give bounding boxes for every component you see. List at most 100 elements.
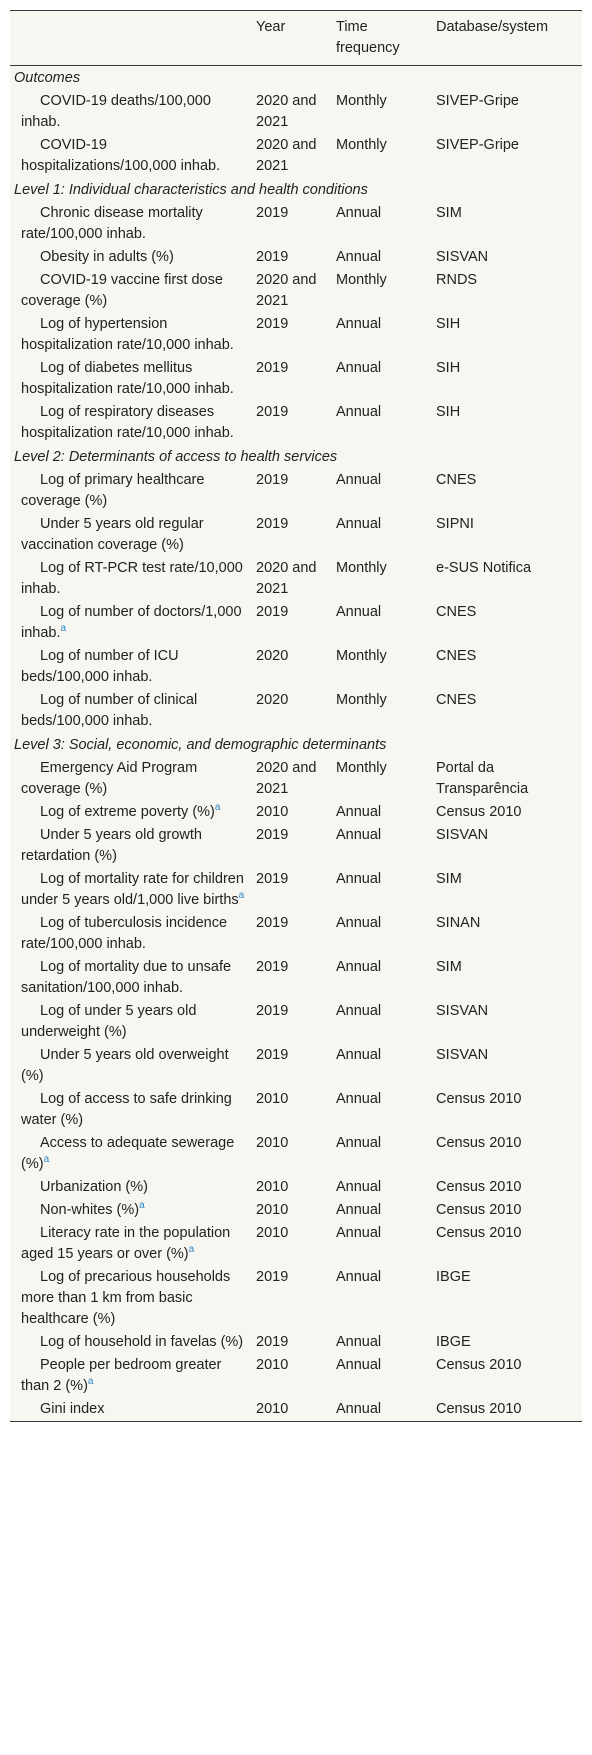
section-header-row: Level 1: Individual characteristics and … (10, 178, 582, 202)
section-title: Level 3: Social, economic, and demograph… (14, 737, 387, 753)
database-cell: e-SUS Notifica (436, 560, 532, 576)
variable-name: COVID-19 vaccine first dose coverage (%) (21, 272, 223, 309)
frequency-cell: Annual (336, 516, 382, 532)
variable-name: Log of number of doctors/1,000 inhab. (21, 604, 242, 641)
variable-name: People per bedroom greater than 2 (%) (21, 1357, 222, 1394)
table-row: Log of mortality due to unsafe sanitatio… (10, 956, 582, 1000)
frequency-cell: Monthly (336, 760, 387, 776)
year-cell: 2019 (256, 1334, 289, 1350)
frequency-cell: Annual (336, 871, 382, 887)
frequency-cell: Annual (336, 316, 382, 332)
table-header: Year Time frequency Database/system (10, 10, 582, 66)
table-row: Log of RT-PCR test rate/10,000 inhab. 202… (10, 557, 582, 601)
variable-cell: Log of precarious households more than 1… (10, 1266, 252, 1331)
variable-cell: Log of extreme poverty (%)a (10, 801, 252, 824)
variable-name: Log of tuberculosis incidence rate/100,0… (21, 915, 228, 952)
year-cell: 2019 (256, 1047, 289, 1063)
table-row: Access to adequate sewerage (%)a 2010 Annu… (10, 1132, 582, 1176)
frequency-cell: Monthly (336, 93, 387, 109)
table-row: Literacy rate in the population aged 15 … (10, 1222, 582, 1266)
variable-cell: Urbanization (%) (10, 1176, 252, 1199)
frequency-cell: Monthly (336, 272, 387, 288)
database-cell: SINAN (436, 915, 481, 931)
section-title: Outcomes (14, 70, 81, 86)
frequency-cell: Annual (336, 604, 382, 620)
variable-name: Log of hypertension hospitalization rate… (21, 316, 234, 353)
variable-cell: Under 5 years old regular vaccination co… (10, 513, 252, 557)
frequency-cell: Annual (336, 360, 382, 376)
variable-cell: COVID-19 deaths/100,000 inhab. (10, 90, 252, 134)
variable-name: Log of number of clinical beds/100,000 i… (21, 692, 198, 729)
variable-name: Log of respiratory diseases hospitalizat… (21, 404, 234, 441)
table-row: Log of number of clinical beds/100,000 i… (10, 689, 582, 733)
footnote-link[interactable]: a (43, 1154, 50, 1166)
variable-name: Log of access to safe drinking water (%) (21, 1091, 232, 1128)
database-cell: SISVAN (436, 249, 489, 265)
variable-name: Log of household in favelas (%) (40, 1334, 244, 1350)
table-row: Log of tuberculosis incidence rate/100,0… (10, 912, 582, 956)
database-cell: SIH (436, 404, 461, 420)
table-row: Under 5 years old regular vaccination co… (10, 513, 582, 557)
table-row: Log of household in favelas (%) 2019 Annua… (10, 1331, 582, 1354)
variable-name: Log of mortality rate for children under… (21, 871, 244, 908)
database-cell: SIH (436, 360, 461, 376)
footnote-link[interactable]: a (60, 623, 67, 635)
table-row: Urbanization (%) 2010 Annual Census 2010 (10, 1176, 582, 1199)
variable-cell: Log of number of doctors/1,000 inhab.a (10, 601, 252, 645)
year-cell: 2019 (256, 516, 289, 532)
table-row: Log of mortality rate for children under… (10, 868, 582, 912)
header-year: Year (252, 10, 332, 66)
table-row: Log of access to safe drinking water (%)… (10, 1088, 582, 1132)
variable-name: Obesity in adults (%) (40, 249, 174, 265)
database-cell: Census 2010 (436, 1357, 522, 1373)
year-cell: 2010 (256, 1357, 289, 1373)
year-cell: 2019 (256, 915, 289, 931)
variable-name: Log of under 5 years old underweight (%) (21, 1003, 197, 1040)
frequency-cell: Annual (336, 1135, 382, 1151)
variable-name: Under 5 years old growth retardation (%) (21, 827, 202, 864)
variable-cell: Access to adequate sewerage (%)a (10, 1132, 252, 1176)
footnote-link[interactable]: a (139, 1200, 145, 1212)
year-cell: 2020 and 2021 (256, 93, 317, 130)
year-cell: 2010 (256, 1179, 289, 1195)
database-cell: Portal da Transparência (436, 760, 529, 797)
database-cell: CNES (436, 692, 477, 708)
section-header-row: Level 3: Social, economic, and demograph… (10, 733, 582, 757)
year-cell: 2019 (256, 959, 289, 975)
footnote-link[interactable]: a (214, 802, 221, 814)
database-cell: SIM (436, 871, 462, 887)
table-row: Under 5 years old overweight (%) 2019 Annu… (10, 1044, 582, 1088)
variable-name: Under 5 years old regular vaccination co… (21, 516, 204, 553)
table-row: Log of respiratory diseases hospitalizat… (10, 401, 582, 445)
frequency-cell: Annual (336, 1003, 382, 1019)
variable-name: Literacy rate in the population aged 15 … (21, 1225, 231, 1262)
variable-name: Log of number of ICU beds/100,000 inhab. (21, 648, 179, 685)
footnote-link[interactable]: a (188, 1244, 195, 1256)
table-row: Log of diabetes mellitus hospitalization… (10, 357, 582, 401)
table-row: People per bedroom greater than 2 (%)a 20… (10, 1354, 582, 1398)
variable-cell: Log of primary healthcare coverage (%) (10, 469, 252, 513)
footnote-link[interactable]: a (87, 1376, 94, 1388)
table-row: Log of primary healthcare coverage (%) 20… (10, 469, 582, 513)
year-cell: 2010 (256, 804, 289, 820)
variable-cell: Log of number of clinical beds/100,000 i… (10, 689, 252, 733)
database-cell: RNDS (436, 272, 478, 288)
footnote-link[interactable]: a (238, 890, 245, 902)
table-row: Obesity in adults (%) 2019 Annual SISVAN (10, 246, 582, 269)
table-row: Log of number of doctors/1,000 inhab.a 20… (10, 601, 582, 645)
variable-cell: Log of diabetes mellitus hospitalization… (10, 357, 252, 401)
table-row: COVID-19 hospitalizations/100,000 inhab.… (10, 134, 582, 178)
year-cell: 2019 (256, 472, 289, 488)
frequency-cell: Annual (336, 915, 382, 931)
frequency-cell: Annual (336, 827, 382, 843)
variable-name: Gini index (40, 1401, 105, 1417)
frequency-cell: Annual (336, 1357, 382, 1373)
variable-cell: Non-whites (%)a (10, 1199, 252, 1222)
database-cell: Census 2010 (436, 1135, 522, 1151)
frequency-cell: Annual (336, 959, 382, 975)
frequency-cell: Annual (336, 249, 382, 265)
database-cell: IBGE (436, 1334, 471, 1350)
database-cell: CNES (436, 648, 477, 664)
database-cell: SISVAN (436, 827, 489, 843)
table-row: Log of precarious households more than 1… (10, 1266, 582, 1331)
